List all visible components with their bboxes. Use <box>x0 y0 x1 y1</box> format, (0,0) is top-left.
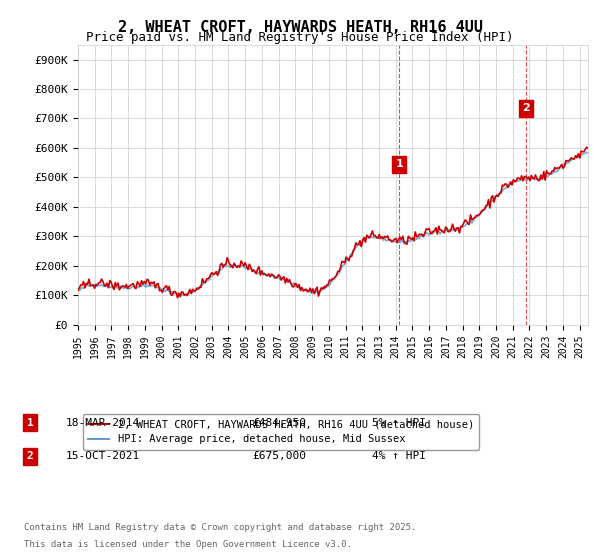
Text: 18-MAR-2014: 18-MAR-2014 <box>66 418 140 428</box>
Text: 2, WHEAT CROFT, HAYWARDS HEATH, RH16 4UU: 2, WHEAT CROFT, HAYWARDS HEATH, RH16 4UU <box>118 20 482 35</box>
Text: This data is licensed under the Open Government Licence v3.0.: This data is licensed under the Open Gov… <box>24 540 352 549</box>
Text: 1: 1 <box>395 159 403 169</box>
Text: £675,000: £675,000 <box>252 451 306 461</box>
Text: 4% ↑ HPI: 4% ↑ HPI <box>372 451 426 461</box>
Text: £484,950: £484,950 <box>252 418 306 428</box>
Legend: 2, WHEAT CROFT, HAYWARDS HEATH, RH16 4UU (detached house), HPI: Average price, d: 2, WHEAT CROFT, HAYWARDS HEATH, RH16 4UU… <box>83 414 479 450</box>
Text: Contains HM Land Registry data © Crown copyright and database right 2025.: Contains HM Land Registry data © Crown c… <box>24 523 416 532</box>
Text: 1: 1 <box>26 418 34 428</box>
Text: 2: 2 <box>522 103 530 113</box>
Text: 2: 2 <box>26 451 34 461</box>
Text: Price paid vs. HM Land Registry's House Price Index (HPI): Price paid vs. HM Land Registry's House … <box>86 31 514 44</box>
Text: 5% ↑ HPI: 5% ↑ HPI <box>372 418 426 428</box>
Text: 15-OCT-2021: 15-OCT-2021 <box>66 451 140 461</box>
